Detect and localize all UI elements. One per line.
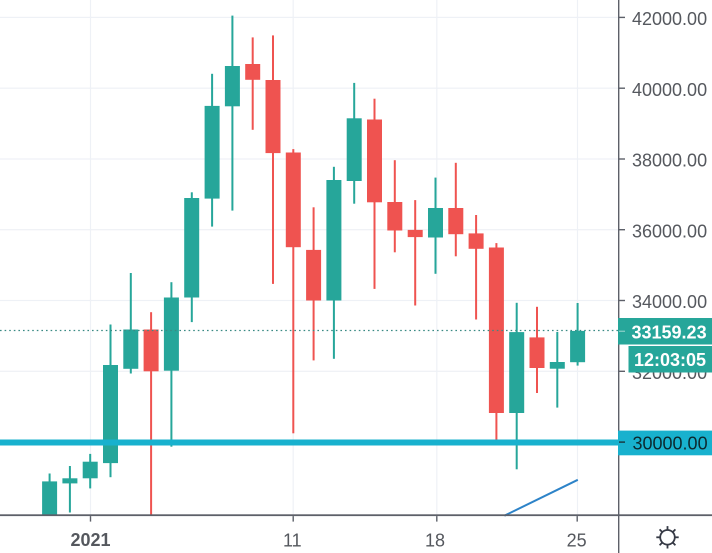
svg-text:25: 25 <box>567 530 587 550</box>
svg-text:18: 18 <box>425 530 445 550</box>
svg-text:34000.00: 34000.00 <box>632 292 707 312</box>
svg-text:2021: 2021 <box>70 530 110 550</box>
svg-text:12:03:05: 12:03:05 <box>634 350 706 370</box>
svg-text:38000.00: 38000.00 <box>632 151 707 171</box>
svg-text:30000.00: 30000.00 <box>633 434 708 454</box>
svg-text:42000.00: 42000.00 <box>632 9 707 29</box>
svg-text:40000.00: 40000.00 <box>632 80 707 100</box>
svg-text:33159.23: 33159.23 <box>632 322 707 342</box>
svg-text:11: 11 <box>283 530 302 550</box>
svg-text:36000.00: 36000.00 <box>632 221 707 241</box>
